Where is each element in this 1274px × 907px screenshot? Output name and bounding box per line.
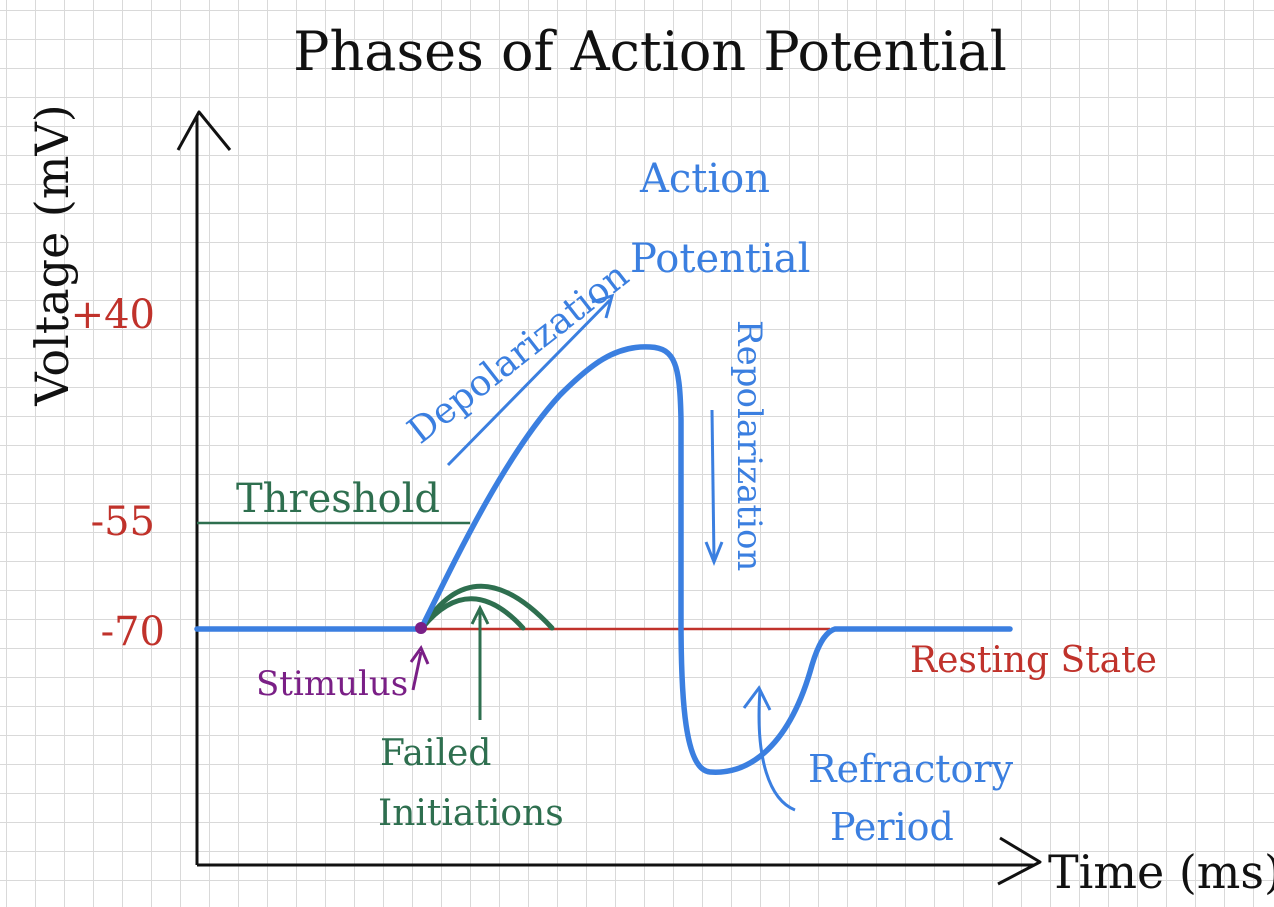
refractory-arrow-shaft bbox=[757, 689, 796, 812]
depolarization-label: Depolarization bbox=[400, 255, 636, 452]
stimulus-arrow-head bbox=[409, 644, 430, 665]
failed-label-line2: Initiations bbox=[378, 793, 564, 834]
resting-state-label: Resting State bbox=[910, 640, 1157, 681]
y-tick-minus70: -70 bbox=[101, 609, 165, 655]
refractory-label-line1: Refractory bbox=[808, 747, 1014, 791]
depolarization-arrow-shaft bbox=[446, 298, 612, 467]
action-potential-curve bbox=[194, 344, 1013, 775]
repolarization-label: Repolarization bbox=[729, 320, 769, 571]
stimulus-arrow-shaft bbox=[411, 651, 423, 691]
failed-initiation-curve-1 bbox=[420, 583, 555, 631]
refractory-arrow-head bbox=[742, 685, 772, 711]
action-label-line2: Potential bbox=[630, 236, 810, 282]
y-axis-label: Voltage (mV) bbox=[25, 104, 79, 406]
failed-arrow-head bbox=[470, 604, 490, 625]
repolarization-arrow-shaft bbox=[710, 409, 716, 561]
refractory-label-line2: Period bbox=[830, 805, 954, 849]
y-tick-minus55: -55 bbox=[91, 499, 155, 545]
depolarization-arrow-head bbox=[591, 293, 615, 319]
repolarization-arrow-head bbox=[704, 541, 724, 567]
y-tick-plus40: +40 bbox=[71, 292, 155, 338]
stimulus-point bbox=[415, 622, 427, 634]
action-label-line1: Action bbox=[639, 156, 770, 202]
threshold-label: Threshold bbox=[236, 476, 440, 522]
y-axis-arrowhead bbox=[176, 110, 232, 151]
diagram-title: Phases of Action Potential bbox=[293, 20, 1007, 83]
stimulus-label: Stimulus bbox=[256, 664, 408, 704]
x-axis-arrowhead bbox=[997, 836, 1042, 886]
failed-initiation-curve-2 bbox=[420, 596, 526, 631]
failed-label-line1: Failed bbox=[380, 733, 491, 774]
x-axis-label: Time (ms) bbox=[1048, 845, 1274, 899]
